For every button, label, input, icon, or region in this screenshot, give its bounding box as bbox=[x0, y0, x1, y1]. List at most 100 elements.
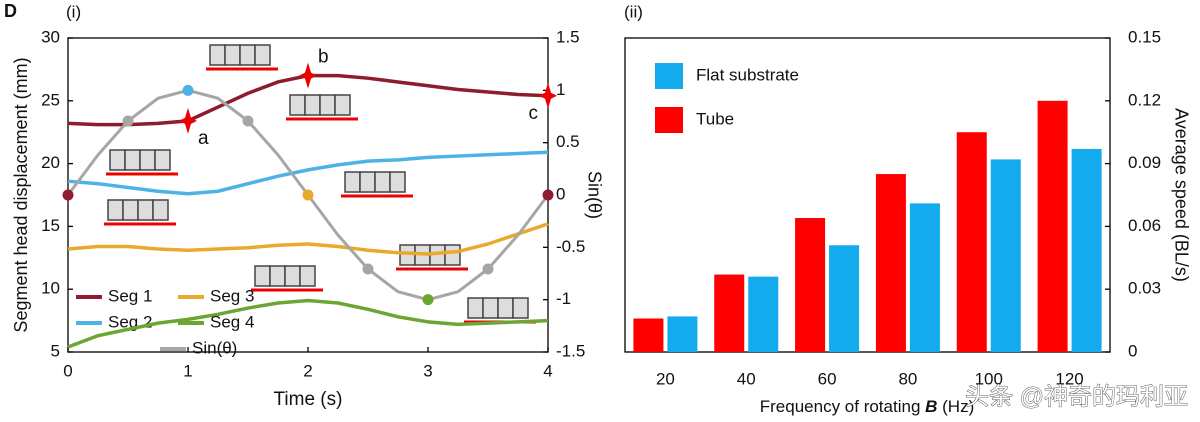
y-tick-label: 5 bbox=[51, 341, 60, 360]
line-series bbox=[67, 298, 549, 349]
icon-cell bbox=[137, 199, 154, 221]
icon-cell bbox=[467, 297, 484, 319]
legend-label: Sin(θ) bbox=[192, 338, 237, 357]
legend-label: Tube bbox=[696, 109, 734, 128]
icon-cell bbox=[389, 171, 406, 193]
icon-cell bbox=[359, 171, 376, 193]
x-tick-label: 80 bbox=[898, 369, 917, 388]
icon-cell bbox=[254, 44, 271, 66]
icon-cell bbox=[334, 94, 351, 116]
bar bbox=[667, 316, 698, 352]
icon-cell bbox=[109, 149, 126, 171]
sin-marker bbox=[362, 263, 374, 275]
x-label-unit: (Hz) bbox=[937, 397, 974, 416]
line-series bbox=[67, 150, 549, 196]
legend-swatch bbox=[655, 107, 683, 133]
annotation-star bbox=[539, 82, 557, 109]
x-axis-label: Frequency of rotating B (Hz) bbox=[760, 397, 974, 416]
annotation-label: a bbox=[198, 128, 209, 149]
x-tick-label: 2 bbox=[303, 361, 312, 380]
y-tick-label: 0 bbox=[1128, 341, 1137, 360]
x-tick-label: 100 bbox=[975, 369, 1003, 388]
bar bbox=[875, 174, 906, 352]
bar bbox=[748, 276, 779, 352]
icon-cell bbox=[107, 199, 124, 221]
bar bbox=[1071, 148, 1102, 352]
x-axis-label: Time (s) bbox=[274, 389, 343, 410]
icon-cell bbox=[284, 265, 301, 287]
panel-label: (ii) bbox=[624, 2, 643, 21]
y-tick-label: 25 bbox=[41, 90, 60, 109]
y2-tick-label: -0.5 bbox=[556, 237, 585, 256]
y-tick-label: 30 bbox=[41, 27, 60, 46]
bar bbox=[829, 245, 860, 352]
sin-marker bbox=[242, 115, 254, 127]
y2-axis-label: Sin(θ) bbox=[584, 171, 604, 219]
annotation-label: c bbox=[529, 103, 539, 124]
icon-cell bbox=[299, 265, 316, 287]
icon-cell bbox=[374, 171, 391, 193]
icon-cell bbox=[209, 44, 226, 66]
y-tick-label: 0.09 bbox=[1128, 153, 1161, 172]
icon-cell bbox=[124, 149, 141, 171]
y2-tick-label: 0.5 bbox=[556, 132, 580, 151]
legend-label: Seg 4 bbox=[210, 312, 254, 331]
x-tick-label: 3 bbox=[423, 361, 432, 380]
x-tick-label: 60 bbox=[818, 369, 837, 388]
icon-cell bbox=[497, 297, 514, 319]
sin-marker bbox=[482, 263, 494, 275]
legend-swatch bbox=[655, 63, 683, 89]
annotation-label: b bbox=[318, 47, 329, 68]
watermark: 头条 @神奇的玛利亚 bbox=[965, 383, 1188, 410]
icon-cell bbox=[269, 265, 286, 287]
icon-cell bbox=[122, 199, 139, 221]
y-axis-label: Segment head displacement (mm) bbox=[11, 57, 31, 332]
icon-cell bbox=[444, 244, 461, 266]
figure-label: D bbox=[4, 1, 17, 21]
bar bbox=[714, 274, 745, 352]
y-tick-label: 20 bbox=[41, 153, 60, 172]
y-tick-label: 0.03 bbox=[1128, 279, 1161, 298]
y-tick-label: 15 bbox=[41, 216, 60, 235]
legend-label: Flat substrate bbox=[696, 65, 799, 84]
x-label-text: Frequency of rotating bbox=[760, 397, 925, 416]
icon-cell bbox=[224, 44, 241, 66]
icon-cell bbox=[254, 265, 271, 287]
icon-cell bbox=[512, 297, 529, 319]
sin-marker bbox=[542, 189, 554, 201]
sin-marker bbox=[122, 115, 134, 127]
y2-tick-label: -1.5 bbox=[556, 341, 585, 360]
icon-cell bbox=[239, 44, 256, 66]
legend-label: Seg 1 bbox=[108, 286, 152, 305]
icon-cell bbox=[154, 149, 171, 171]
icon-cell bbox=[152, 199, 169, 221]
y2-tick-label: 1.5 bbox=[556, 27, 580, 46]
icon-cell bbox=[139, 149, 156, 171]
line-series bbox=[67, 222, 549, 256]
sin-marker bbox=[182, 84, 194, 96]
icon-cell bbox=[344, 171, 361, 193]
x-tick-label: 0 bbox=[63, 361, 72, 380]
x-tick-label: 120 bbox=[1055, 369, 1083, 388]
bar bbox=[990, 159, 1021, 352]
icon-cell bbox=[319, 94, 336, 116]
y-tick-label: 0.12 bbox=[1128, 90, 1161, 109]
annotation-star bbox=[299, 62, 317, 89]
bar bbox=[633, 318, 664, 352]
icon-cell bbox=[482, 297, 499, 319]
y2-tick-label: 0 bbox=[556, 184, 565, 203]
panel-label: (i) bbox=[66, 2, 81, 21]
sin-marker bbox=[302, 189, 314, 201]
y-tick-label: 0.06 bbox=[1128, 216, 1161, 235]
y-tick-label: 0.15 bbox=[1128, 27, 1161, 46]
y-axis-label: Average speed (BL/s) bbox=[1171, 108, 1191, 282]
sin-marker bbox=[62, 189, 74, 201]
bar bbox=[909, 203, 940, 352]
annotation-star bbox=[179, 107, 197, 134]
icon-cell bbox=[289, 94, 306, 116]
bar bbox=[956, 132, 987, 352]
y-tick-label: 10 bbox=[41, 279, 60, 298]
x-tick-label: 40 bbox=[737, 369, 756, 388]
x-tick-label: 1 bbox=[183, 361, 192, 380]
